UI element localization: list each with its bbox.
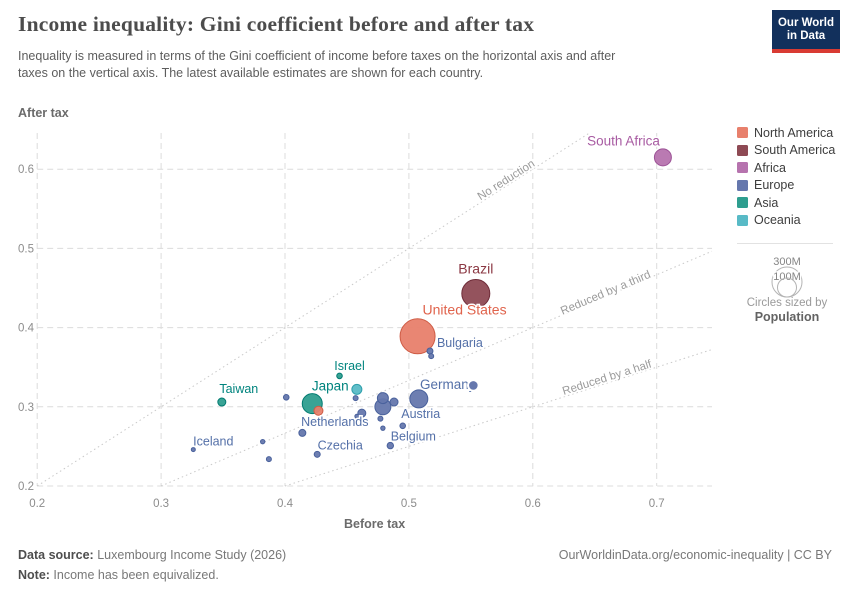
legend-swatch xyxy=(737,127,748,139)
x-tick-label: 0.6 xyxy=(525,498,541,510)
country-label: Netherlands xyxy=(301,415,368,429)
data-point-brazil[interactable] xyxy=(461,279,491,309)
reference-line xyxy=(284,349,713,487)
data-point[interactable] xyxy=(313,405,324,416)
data-point-netherlands[interactable] xyxy=(357,408,367,418)
data-point[interactable] xyxy=(380,425,386,431)
country-label: Iceland xyxy=(193,435,233,449)
data-point[interactable] xyxy=(265,456,272,463)
data-point[interactable] xyxy=(282,393,290,401)
x-tick-label: 0.2 xyxy=(29,498,45,510)
legend-label: Oceania xyxy=(754,213,801,228)
data-point-bulgaria[interactable] xyxy=(426,347,434,355)
country-label: Bulgaria xyxy=(437,336,483,350)
y-tick-label: 0.3 xyxy=(18,402,34,414)
data-point[interactable] xyxy=(389,397,399,407)
continent-legend: North America South America Africa Europe As… xyxy=(737,124,842,229)
legend-item-africa[interactable]: Africa xyxy=(737,159,842,177)
size-legend-caption-bold: Population xyxy=(755,310,820,324)
owid-logo-text: Our World in Data xyxy=(772,10,840,49)
data-point-united-states[interactable] xyxy=(399,318,436,355)
data-point-south-africa[interactable] xyxy=(653,148,672,167)
size-legend-caption: Circles sized by xyxy=(747,297,828,309)
y-tick-label: 0.2 xyxy=(18,481,34,493)
reference-line xyxy=(160,250,713,487)
country-label: Czechia xyxy=(318,438,363,452)
size-legend-small-label: 100M xyxy=(773,271,801,283)
legend-label: Asia xyxy=(754,195,779,210)
size-legend-small-circle xyxy=(777,277,797,298)
legend-label: North America xyxy=(754,125,834,140)
x-axis-title: Before tax xyxy=(344,517,405,531)
country-label: Germany xyxy=(420,377,476,392)
y-tick-label: 0.6 xyxy=(18,164,34,176)
legend-item-europe[interactable]: Europe xyxy=(737,177,842,195)
country-label: Austria xyxy=(401,407,440,421)
reference-line-label: Reduced by a half xyxy=(561,358,654,398)
legend-label: Africa xyxy=(754,160,786,175)
legend-item-south-america[interactable]: South America xyxy=(737,142,842,160)
country-label: Japan xyxy=(312,379,349,394)
chart-footer: Data source: Luxembourg Income Study (20… xyxy=(18,548,832,582)
legend-label: Europe xyxy=(754,178,795,193)
data-point-taiwan[interactable] xyxy=(217,397,227,407)
data-point[interactable] xyxy=(376,392,389,405)
legend-item-oceania[interactable]: Oceania xyxy=(737,212,842,230)
y-axis-title: After tax xyxy=(18,106,69,120)
reference-line-label: No reduction xyxy=(476,158,537,203)
legend-swatch xyxy=(737,144,748,156)
data-point[interactable] xyxy=(352,395,359,402)
data-point-czechia[interactable] xyxy=(313,450,321,458)
data-point[interactable] xyxy=(259,438,266,445)
legend-swatch xyxy=(737,197,748,209)
data-point[interactable] xyxy=(428,353,435,360)
legend-item-north-america[interactable]: North America xyxy=(737,124,842,142)
data-point[interactable] xyxy=(298,428,307,437)
x-tick-label: 0.5 xyxy=(401,498,417,510)
reference-line-label: Reduced by a third xyxy=(559,269,653,318)
legend-swatch xyxy=(737,214,748,226)
y-tick-label: 0.5 xyxy=(18,243,34,255)
data-point[interactable] xyxy=(377,415,384,422)
chart-subtitle: Inequality is measured in terms of the G… xyxy=(18,49,616,80)
country-label: Brazil xyxy=(458,261,493,277)
data-point-iceland[interactable] xyxy=(190,447,196,453)
data-point-austria[interactable] xyxy=(399,422,407,430)
x-tick-label: 0.3 xyxy=(153,498,169,510)
owid-logo[interactable]: Our World in Data xyxy=(772,10,840,53)
x-tick-label: 0.4 xyxy=(277,498,294,510)
country-label: Israel xyxy=(334,359,365,373)
data-source: Data source: Luxembourg Income Study (20… xyxy=(18,548,287,562)
chart-note: Note: Income has been equivalized. xyxy=(18,568,219,582)
y-tick-label: 0.4 xyxy=(18,323,35,335)
country-label: Taiwan xyxy=(219,382,258,396)
data-point-israel[interactable] xyxy=(336,372,343,380)
size-legend-big-label: 300M xyxy=(773,256,801,268)
country-label: United States xyxy=(423,301,507,317)
legend-swatch xyxy=(737,179,748,191)
legend-item-asia[interactable]: Asia xyxy=(737,194,842,212)
data-point[interactable] xyxy=(351,383,363,395)
data-point[interactable] xyxy=(354,413,360,419)
owid-logo-redbar xyxy=(772,49,840,53)
reference-line xyxy=(36,132,590,487)
country-label: South Africa xyxy=(587,133,660,148)
country-label: Belgium xyxy=(391,430,436,444)
data-point[interactable] xyxy=(467,379,480,392)
legend-label: South America xyxy=(754,143,836,158)
owid-credit-link[interactable]: OurWorldinData.org/economic-inequality |… xyxy=(558,548,832,562)
legend-swatch xyxy=(737,162,748,174)
page-title: Income inequality: Gini coefficient befo… xyxy=(18,12,535,36)
x-tick-label: 0.7 xyxy=(649,498,665,510)
data-point-belgium[interactable] xyxy=(386,441,395,450)
data-point-germany[interactable] xyxy=(409,389,429,409)
